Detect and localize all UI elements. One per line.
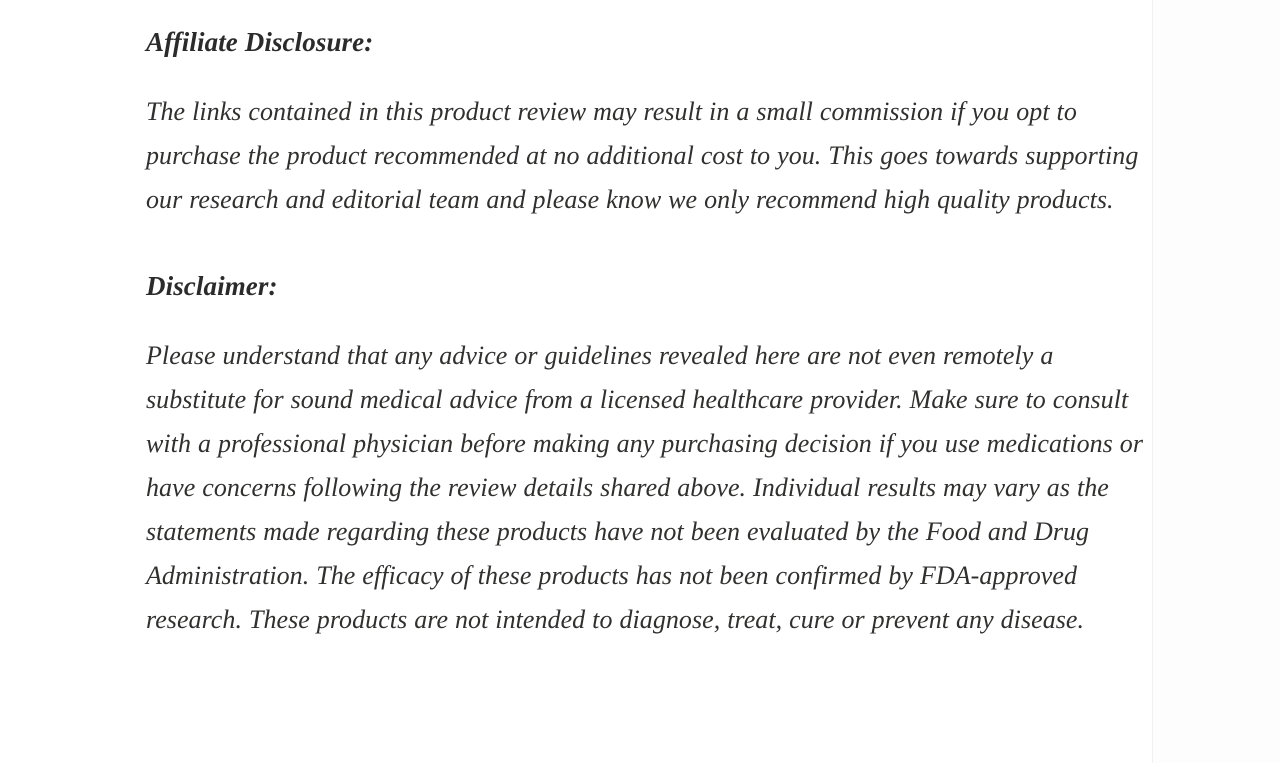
affiliate-disclosure-heading: Affiliate Disclosure: [146, 27, 374, 57]
article-body: Affiliate Disclosure: The links containe… [146, 0, 1148, 642]
right-side-rail [1154, 0, 1280, 763]
affiliate-disclosure-paragraph: The links contained in this product revi… [146, 97, 1139, 214]
article-content-column: Affiliate Disclosure: The links containe… [146, 0, 1153, 763]
disclaimer-heading: Disclaimer: [146, 271, 278, 301]
disclaimer-paragraph: Please understand that any advice or gui… [146, 341, 1144, 634]
